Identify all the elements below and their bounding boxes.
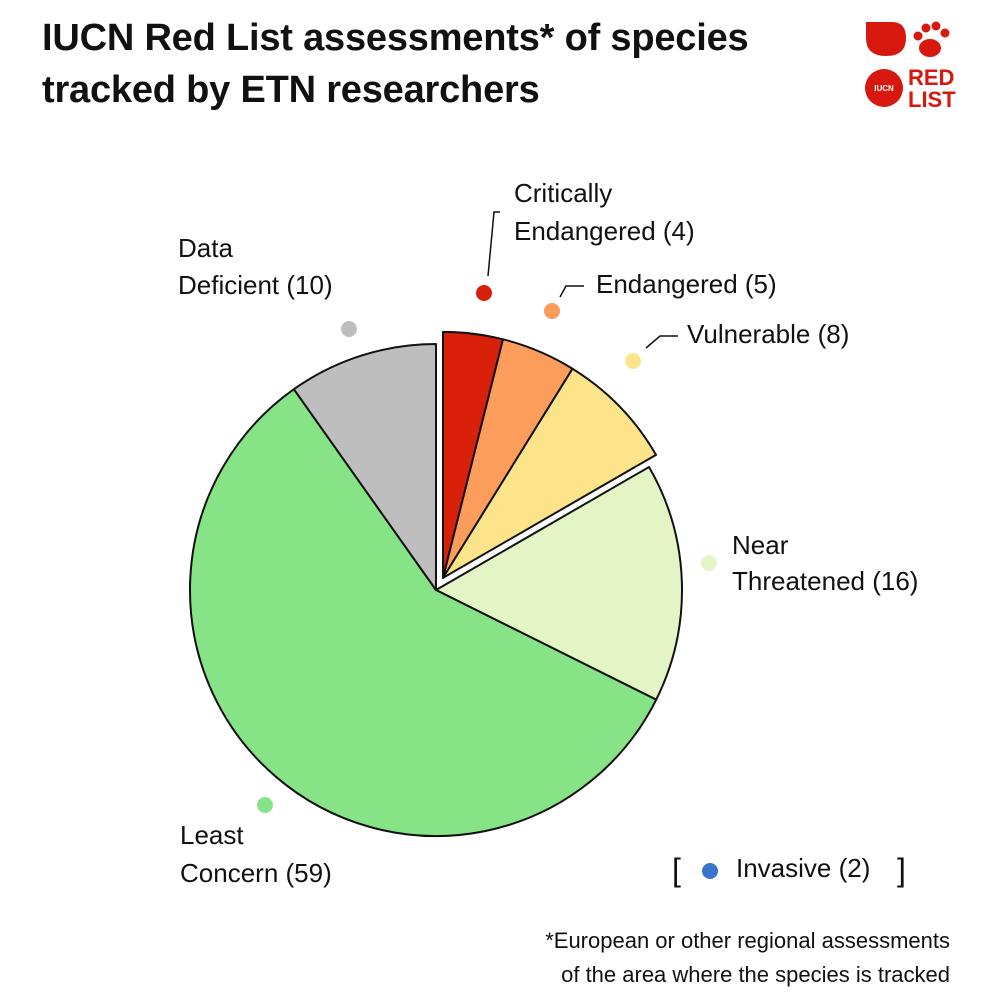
legend-dot-least-concern [257,797,273,813]
slice-label-least-concern-line-2: Concern (59) [180,858,332,888]
leader-line-critically-endangered [487,211,500,277]
legend-dot-critically-endangered [476,285,492,301]
logo-text-list: LIST [908,87,956,110]
footnote: *European or other regional assessments … [545,924,950,992]
invasive-legend: [ Invasive (2)] [672,852,906,888]
slice-label-vulnerable-line-1: Vulnerable (8) [687,319,849,349]
footnote-line-1: *European or other regional assessments [545,928,950,953]
pie-slices [189,330,683,837]
invasive-label: Invasive (2) [736,853,870,883]
logo-text-red: RED [908,65,954,90]
logo-badge [865,69,903,107]
slice-label-critically-endangered-line-1: Critically [514,178,612,208]
leader-line-vulnerable [645,335,678,349]
legend-dot-endangered [544,303,560,319]
slice-label-data-deficient-line-1: Data [178,233,233,263]
slice-label-data-deficient-line-2: Deficient (10) [178,270,333,300]
iucn-red-list-logo: IUCN RED LIST [865,21,956,110]
pie-slice-near-threatened [435,466,683,701]
legend-dot-data-deficient [341,321,357,337]
invasive-bracket-open: [ [672,852,681,888]
invasive-bracket-close: ] [897,852,906,888]
leader-line-endangered [559,285,584,298]
slice-label-critically-endangered-line-2: Endangered (4) [514,216,695,246]
slice-label-endangered-line-1: Endangered (5) [596,269,777,299]
pie-slice-data-deficient [292,343,437,591]
pie-slice-least-concern [189,388,658,837]
pie-slice-vulnerable [442,367,658,579]
logo-badge-text: IUCN [874,84,894,93]
legend-dot-vulnerable [625,353,641,369]
slice-label-near-threatened-line-1: Near [732,530,789,560]
chart-title-line-1: IUCN Red List assessments* of species [42,17,749,59]
logo-drop-shape [866,22,906,56]
pie-labels: Critically Endangered (4) Endangered (5) Vu… [178,178,918,888]
legend-dot-near-threatened [701,555,717,571]
chart-title: IUCN Red List assessments* of species tr… [42,12,842,116]
slice-label-near-threatened-line-2: Threatened (16) [732,566,918,596]
legend-dot-invasive [702,863,718,879]
footnote-line-2: of the area where the species is tracked [561,962,950,987]
chart-title-line-2: tracked by ETN researchers [42,69,540,111]
slice-label-least-concern-line-1: Least [180,820,244,850]
logo-paw-shape [913,21,950,57]
